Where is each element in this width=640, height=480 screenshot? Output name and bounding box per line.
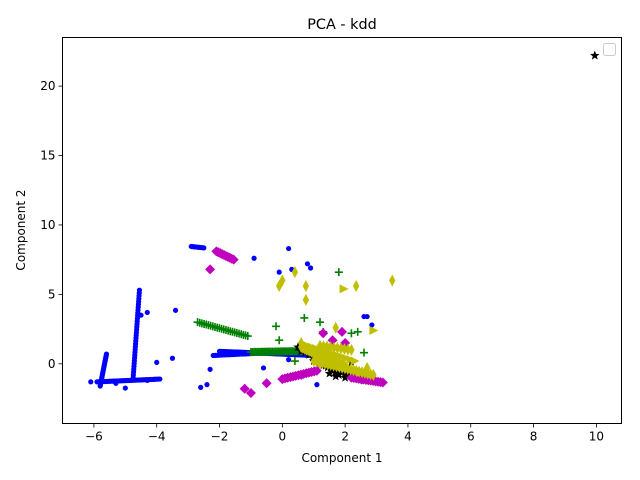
x-tick-label: −4 — [148, 430, 166, 444]
scatter-point-plus — [272, 322, 281, 331]
scatter-point-thin-diamond — [291, 266, 299, 279]
scatter-point-plus — [353, 327, 362, 336]
scatter-point-plus — [334, 268, 343, 277]
x-axis: −6 −4 −2 0 2 4 6 8 10 — [85, 423, 604, 444]
plot-area-frame — [62, 37, 622, 424]
scatter-point-circle — [172, 307, 179, 313]
scatter-point-diamond — [228, 254, 239, 265]
scatter-point-plus — [300, 313, 309, 322]
scatter-point-plus — [316, 318, 325, 327]
scatter-point-circle — [144, 309, 150, 316]
scatter-point-triangle-right — [339, 284, 349, 294]
y-tick-label: 20 — [40, 79, 55, 93]
scatter-point-plus — [243, 332, 252, 341]
scatter-point-circle — [364, 313, 370, 320]
scatter-point-circle — [136, 287, 143, 293]
scatter-point-triangle-right — [356, 367, 366, 377]
scatter-point-circle — [201, 245, 207, 251]
x-tick-label: 10 — [589, 430, 604, 444]
data-marks — [88, 50, 600, 398]
scatter-point-thin-diamond — [334, 342, 341, 355]
scatter-point-circle — [314, 382, 320, 388]
scatter-point-circle — [154, 359, 160, 366]
scatter-point-star — [590, 50, 600, 60]
scatter-point-thin-diamond — [332, 321, 339, 334]
scatter-point-circle — [276, 269, 282, 275]
scatter-point-thin-diamond — [352, 280, 360, 293]
scatter-point-thin-diamond — [341, 342, 348, 355]
scatter-point-diamond — [296, 369, 307, 380]
scatter-point-star — [330, 367, 340, 377]
scatter-point-thin-diamond — [389, 274, 396, 287]
scatter-point-thin-diamond — [344, 343, 352, 356]
scatter-point-circle — [144, 377, 150, 384]
scatter-point-plus — [290, 357, 299, 366]
scatter-point-thin-diamond — [279, 274, 286, 287]
scatter-point-circle — [113, 380, 119, 386]
scatter-point-circle — [304, 261, 311, 267]
x-tick-label: 0 — [279, 430, 287, 444]
y-tick-label: 0 — [48, 357, 56, 371]
scatter-point-thin-diamond — [370, 368, 377, 381]
x-tick-label: 2 — [341, 430, 349, 444]
x-tick-label: 6 — [467, 430, 475, 444]
legend-box — [603, 43, 616, 56]
scatter-point-circle — [103, 351, 110, 357]
scatter-point-star — [324, 368, 335, 378]
x-tick-label: 4 — [404, 430, 412, 444]
scatter-point-circle — [204, 382, 210, 388]
scatter-point-thin-diamond — [363, 361, 371, 374]
scatter-point-circle — [138, 312, 144, 318]
scatter-point-diamond — [377, 377, 388, 388]
scatter-point-thin-diamond — [302, 293, 310, 306]
x-tick-label: 8 — [530, 430, 538, 444]
scatter-point-circle — [369, 322, 375, 328]
scatter-point-diamond — [245, 387, 256, 398]
scatter-point-circle — [307, 265, 314, 271]
scatter-point-circle — [169, 355, 176, 361]
x-tick-label: −2 — [211, 430, 229, 444]
scatter-point-thin-diamond — [330, 341, 338, 354]
scatter-point-circle — [157, 376, 163, 382]
y-axis: 0 5 10 15 20 — [40, 79, 63, 371]
scatter-point-thin-diamond — [297, 336, 305, 349]
scatter-point-thin-diamond — [302, 280, 310, 293]
scatter-point-diamond — [205, 264, 216, 275]
scatter-point-star — [293, 342, 303, 352]
scatter-point-circle — [286, 245, 292, 252]
scatter-point-diamond — [337, 326, 347, 337]
scatter-point-thin-diamond — [327, 341, 334, 354]
scatter-point-circle — [88, 379, 94, 385]
y-tick-label: 15 — [40, 149, 55, 163]
scatter-point-circle — [286, 357, 292, 363]
scatter-point-diamond — [239, 383, 250, 394]
x-axis-label: Component 1 — [301, 451, 382, 465]
scatter-point-circle — [260, 365, 267, 371]
chart-title: PCA - kdd — [307, 17, 377, 33]
scatter-point-plus — [359, 348, 368, 357]
scatter-point-triangle-right — [369, 325, 379, 335]
scatter-point-circle — [251, 255, 257, 261]
x-tick-label: −6 — [85, 430, 103, 444]
scatter-point-plus — [275, 336, 284, 345]
scatter-point-circle — [207, 366, 213, 372]
y-axis-label: Component 2 — [14, 189, 28, 270]
scatter-point-circle — [122, 385, 128, 391]
scatter-point-star — [334, 369, 344, 379]
scatter-point-triangle-right — [316, 350, 326, 360]
scatter-point-plus — [347, 329, 356, 338]
scatter-point-thin-diamond — [348, 343, 355, 356]
scatter-point-circle — [198, 384, 204, 390]
y-tick-label: 10 — [40, 218, 55, 232]
scatter-point-star — [330, 371, 341, 381]
scatter-point-diamond — [261, 378, 272, 389]
scatter-point-triangle-right — [350, 356, 360, 366]
scatter-point-thin-diamond — [337, 342, 345, 355]
scatter-point-diamond — [318, 328, 329, 339]
y-tick-label: 5 — [48, 287, 56, 301]
scatter-point-star — [340, 372, 350, 382]
